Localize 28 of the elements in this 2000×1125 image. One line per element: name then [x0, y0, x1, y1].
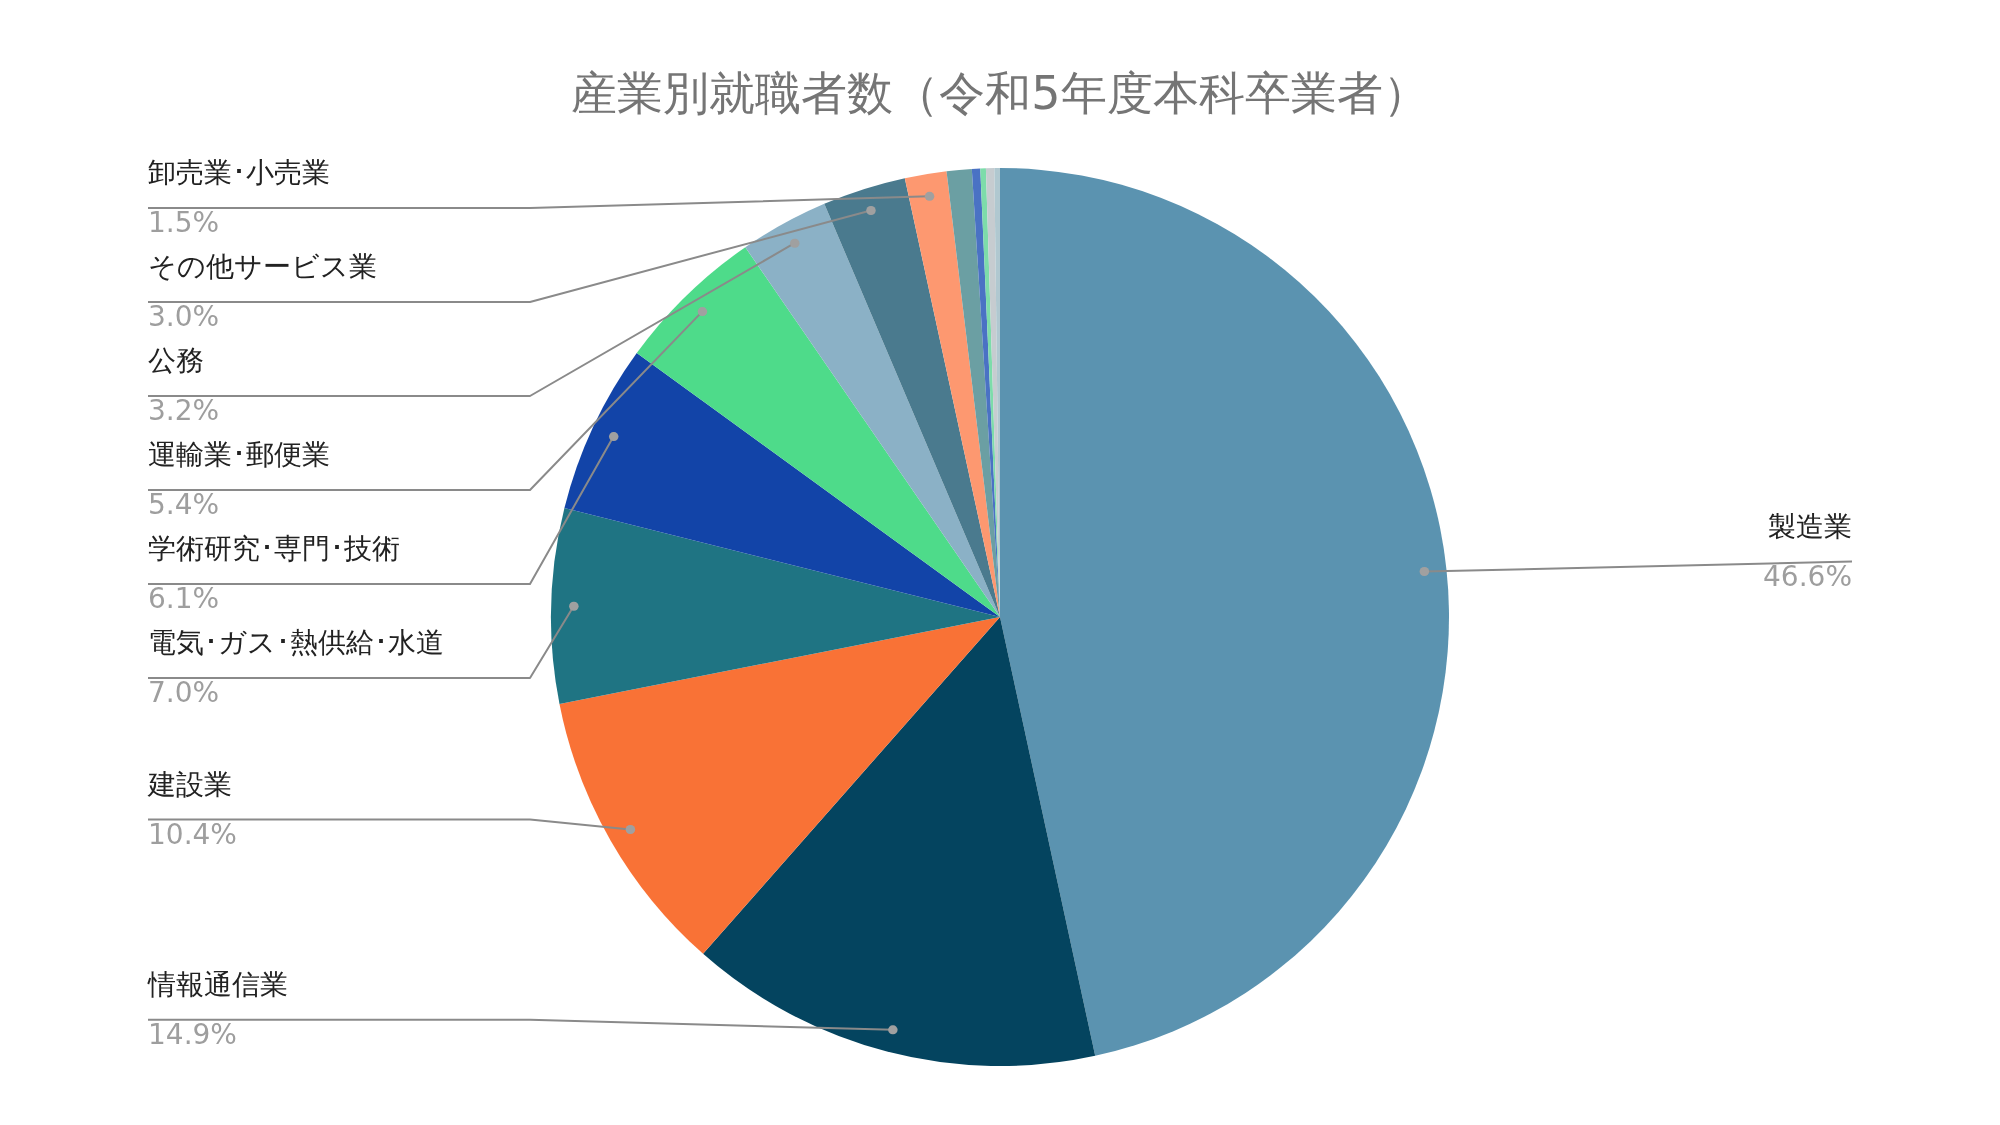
pie-slice	[551, 508, 1000, 704]
data-label: 5.4%	[148, 488, 220, 521]
slice-label: 学術研究･専門･技術	[148, 532, 400, 565]
pie-slice	[1000, 168, 1449, 1056]
pie-slice	[745, 203, 1000, 617]
slice-label: 建設業	[147, 767, 232, 801]
slice-label: 卸売業･小売業	[148, 156, 330, 189]
slice-label: 製造業	[1768, 509, 1852, 543]
slice-label: 電気･ガス･熱供給･水道	[148, 626, 444, 659]
pie-slice	[904, 171, 1000, 617]
slice-label: その他サービス業	[148, 250, 377, 283]
slice-label: 公務	[148, 344, 204, 377]
pie-slice	[564, 353, 1000, 617]
pie-slice	[703, 617, 1096, 1066]
data-label: 1.5%	[148, 206, 220, 239]
chart-title: 産業別就職者数（令和5年度本科卒業者）	[571, 66, 1429, 120]
data-label: 7.0%	[148, 676, 220, 709]
pie-slice	[824, 178, 1000, 617]
data-label: 14.9%	[148, 1017, 237, 1051]
data-label: 10.4%	[148, 817, 237, 851]
pie-slice	[559, 617, 1000, 954]
data-label: 3.0%	[148, 300, 220, 333]
data-label: 46.6%	[1763, 559, 1852, 593]
slice-label: 運輸業･郵便業	[148, 438, 330, 471]
slice-label: 情報通信業	[147, 967, 288, 1001]
data-label: 3.2%	[148, 394, 220, 427]
data-label: 6.1%	[148, 582, 220, 615]
pie-slice	[636, 247, 1000, 617]
